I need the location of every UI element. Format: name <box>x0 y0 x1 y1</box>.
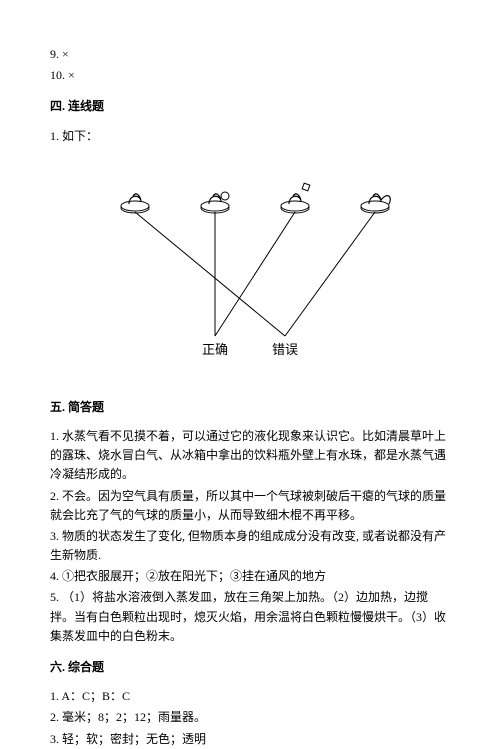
item-10: 10. × <box>50 66 450 85</box>
answer-5-1: 1. 水蒸气看不见摸不着，可以通过它的液化现象来认识它。比如清晨草叶上的露珠、烧… <box>50 427 450 485</box>
answer-5-5: 5. （1）将盐水溶液倒入蒸发皿，放在三角架上加热。（2）边加热，边搅拌。当有白… <box>50 588 450 646</box>
answer-5-4: 4. ①把衣服展开；②放在阳光下；③挂在通风的地方 <box>50 567 450 586</box>
section-6-title: 六. 综合题 <box>50 658 450 677</box>
item-9: 9. × <box>50 45 450 64</box>
section-5-title: 五. 简答题 <box>50 398 450 417</box>
section-5-answers: 1. 水蒸气看不见摸不着，可以通过它的液化现象来认识它。比如清晨草叶上的露珠、烧… <box>50 427 450 646</box>
svg-text:正确: 正确 <box>202 342 228 357</box>
section-4-title: 四. 连线题 <box>50 97 450 116</box>
svg-text:错误: 错误 <box>272 342 298 357</box>
answer-6-1: 1. A：C；B：C <box>50 687 450 706</box>
answer-5-3: 3. 物质的状态发生了变化, 但物质本身的组成成分没有改变, 或者说都没有产生新… <box>50 527 450 565</box>
section-6-answers: 1. A：C；B：C 2. 毫米；8；2；12；雨量器。 3. 轻；软；密封；无… <box>50 687 450 749</box>
section-4-item1: 1. 如下： <box>50 127 450 146</box>
answer-6-2: 2. 毫米；8；2；12；雨量器。 <box>50 708 450 727</box>
answer-6-3: 3. 轻；软；密封；无色；透明 <box>50 730 450 749</box>
answer-5-2: 2. 不会。因为空气具有质量，所以其中一个气球被刺破后干瘪的气球的质量就会比充了… <box>50 487 450 525</box>
diagram-svg: 正确 错误 <box>80 164 420 374</box>
matching-diagram: 正确 错误 <box>50 164 450 374</box>
